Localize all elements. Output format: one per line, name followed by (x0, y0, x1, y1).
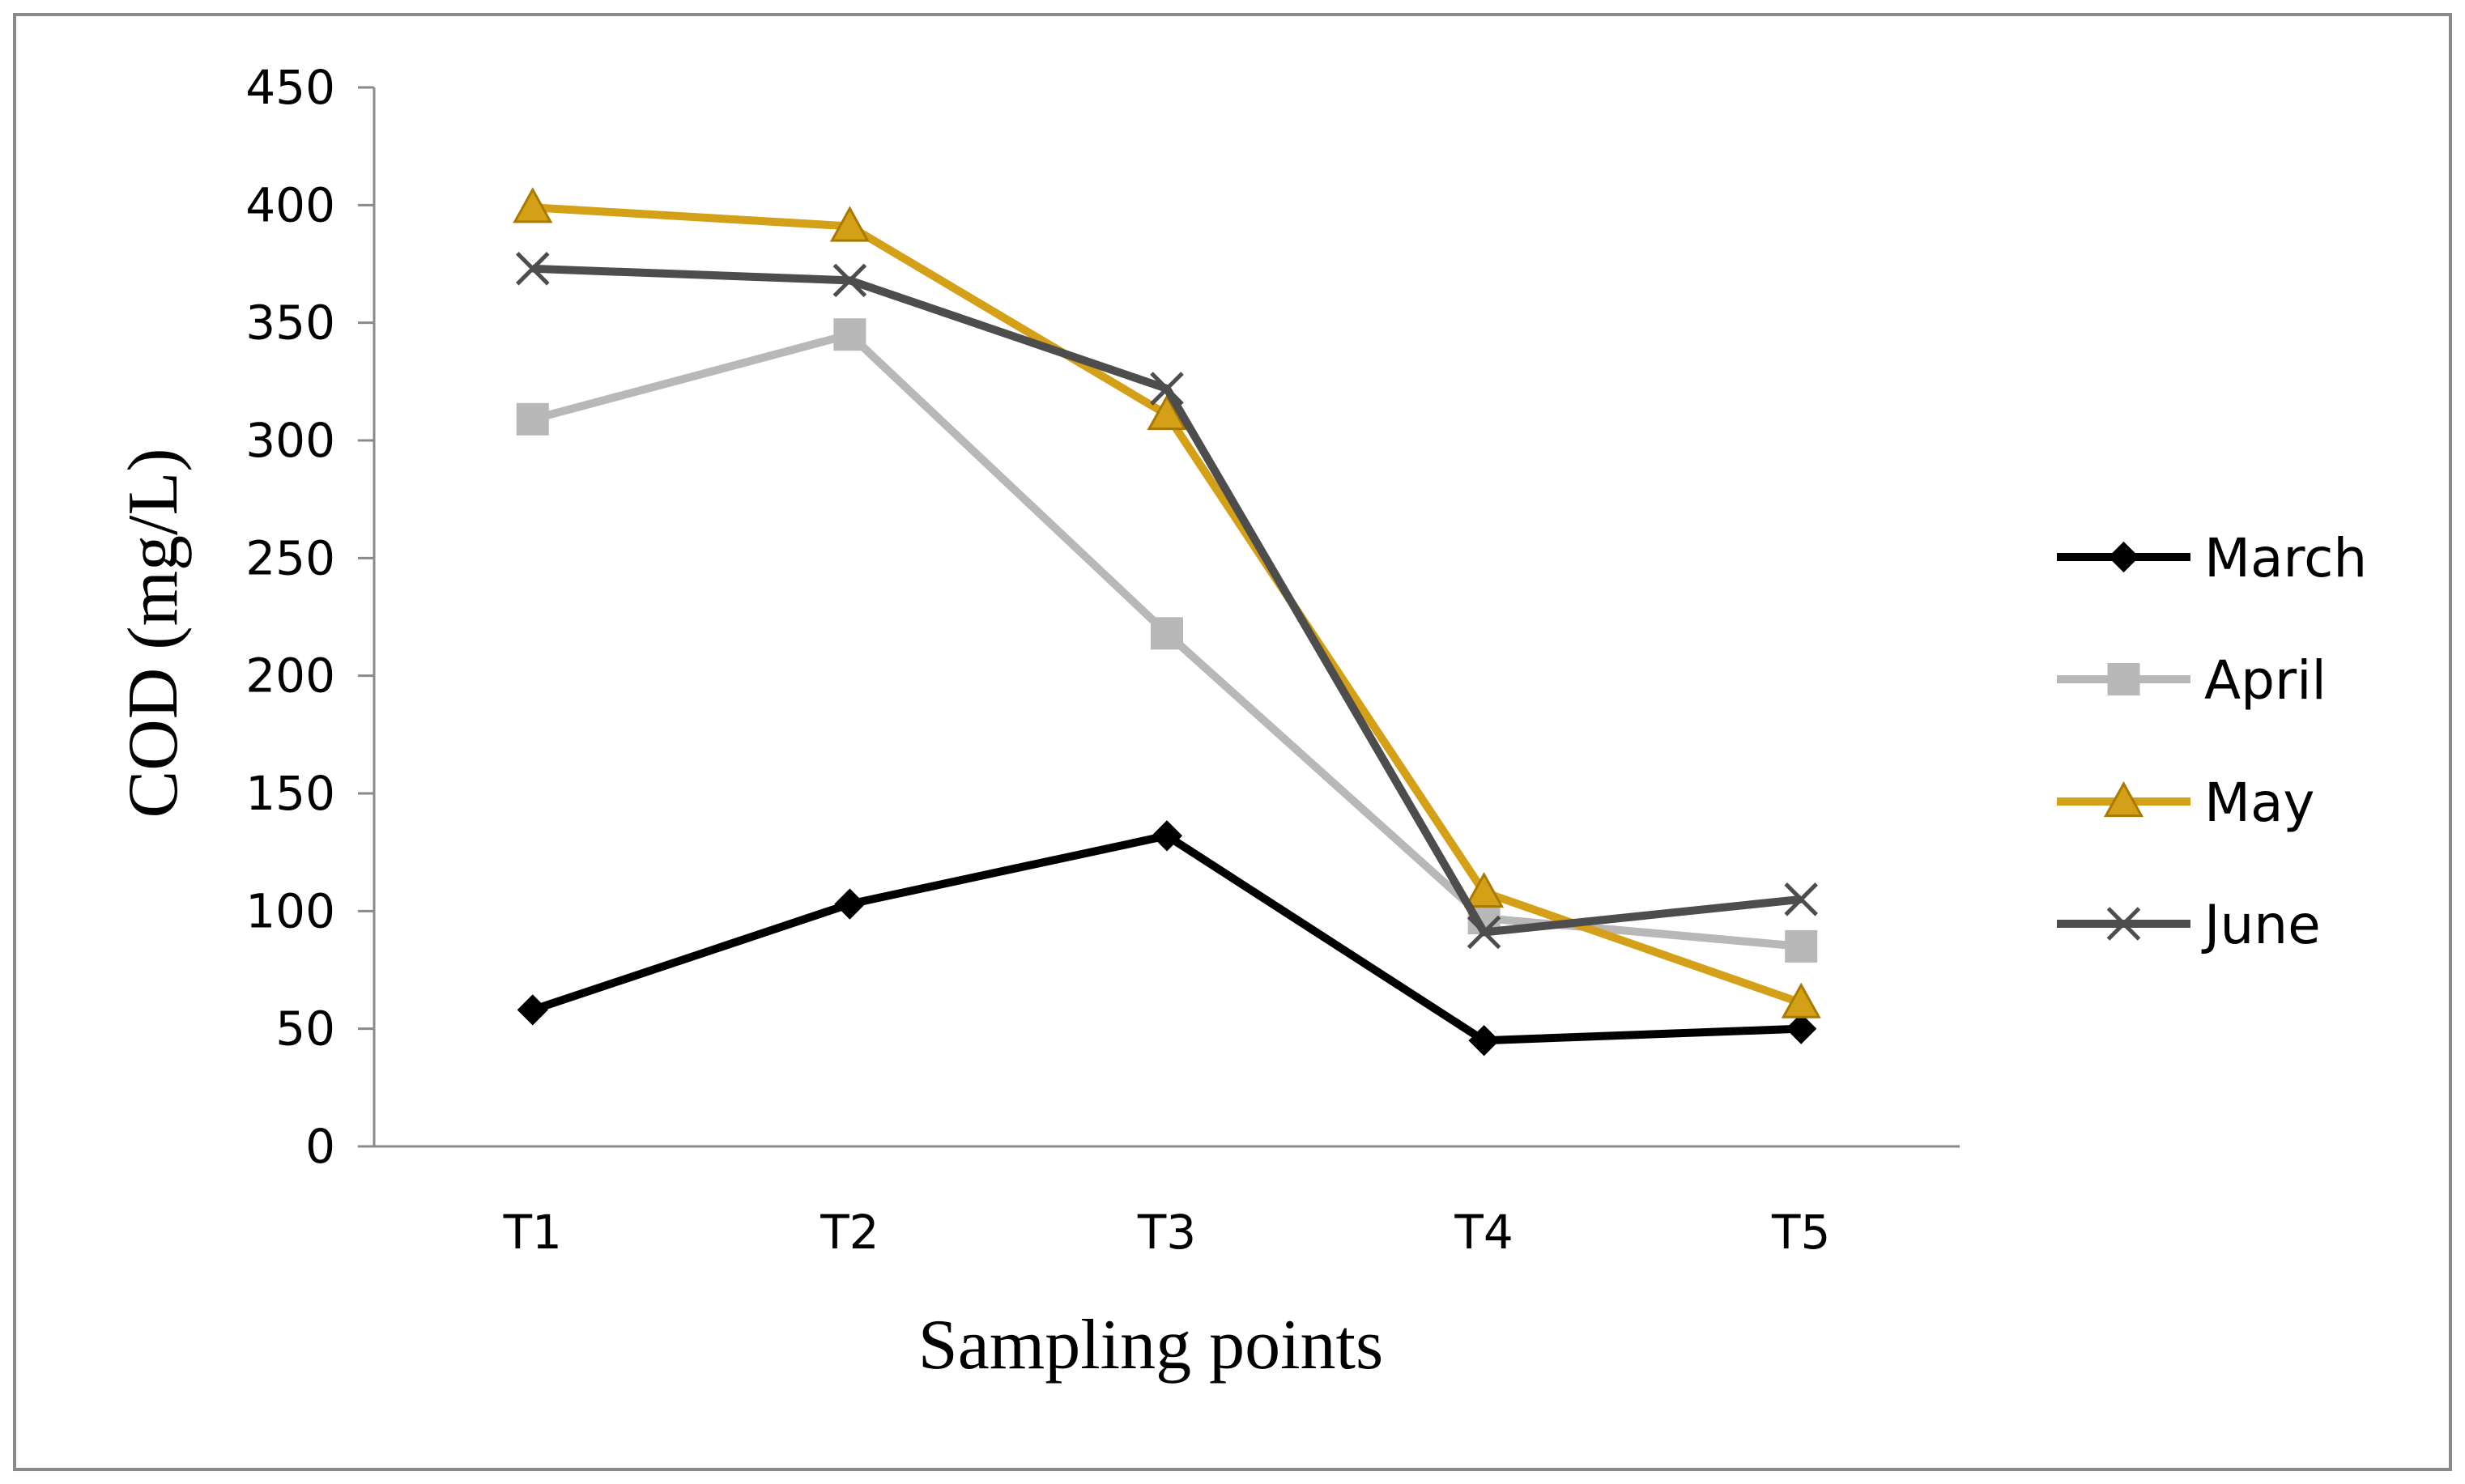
y-tick-label: 200 (245, 648, 335, 704)
data-point (513, 187, 553, 223)
legend-label: June (2201, 894, 2321, 956)
data-point (832, 263, 867, 298)
legend-item: June (2057, 894, 2321, 956)
series-may (513, 187, 1821, 1018)
y-tick-label: 50 (275, 1001, 335, 1057)
legend-marker (2107, 663, 2140, 695)
chart-border (13, 13, 2452, 1471)
y-tick-label: 250 (245, 530, 335, 585)
axes: 0 50 100 150 200 250 300 350 400 450 T1 T2 T3 T4 T5 (245, 60, 1960, 1260)
data-point (516, 252, 550, 286)
data-point (1151, 820, 1183, 852)
data-point (1784, 882, 1818, 916)
series-layer (513, 187, 1821, 1057)
x-tick-label: T1 (503, 1205, 562, 1260)
x-ticks: T1 T2 T3 T4 T5 (503, 1205, 1831, 1260)
x-tick-label: T4 (1454, 1205, 1513, 1260)
data-point (1468, 1025, 1500, 1057)
x-tick-label: T3 (1137, 1205, 1196, 1260)
x-tick-label: T2 (820, 1205, 879, 1260)
legend-label: April (2204, 649, 2327, 712)
series-june (516, 252, 1818, 950)
legend-marker (2108, 541, 2139, 573)
legend-marker (2103, 780, 2144, 818)
data-point (1786, 1013, 1817, 1044)
y-tick-label: 300 (245, 413, 335, 468)
y-tick-label: 0 (305, 1119, 335, 1174)
y-ticks: 0 50 100 150 200 250 300 350 400 450 (245, 60, 374, 1174)
legend-item: March (2057, 527, 2367, 589)
data-point (1150, 372, 1184, 406)
y-tick-label: 350 (245, 296, 335, 351)
legend-label: March (2204, 527, 2367, 589)
y-tick-label: 100 (245, 883, 335, 938)
data-point (1781, 982, 1821, 1018)
x-axis-title: Sampling points (918, 1306, 1384, 1384)
data-point (834, 888, 866, 920)
data-point (517, 994, 548, 1026)
legend-item: May (2057, 772, 2314, 834)
data-point (829, 206, 870, 242)
y-tick-label: 150 (245, 766, 335, 821)
data-point (1785, 929, 1818, 963)
y-tick-label: 400 (245, 177, 335, 232)
data-point (1464, 871, 1505, 908)
data-point (1151, 617, 1183, 650)
legend-item: April (2057, 649, 2327, 712)
data-point (1147, 393, 1187, 431)
legend-label: May (2204, 772, 2314, 834)
data-point (516, 402, 549, 436)
data-point (833, 318, 866, 351)
y-axis-title: COD (mg/L) (114, 448, 193, 818)
x-tick-label: T5 (1771, 1205, 1830, 1260)
data-point (1467, 915, 1501, 950)
legend-marker (2106, 907, 2141, 941)
y-tick-label: 450 (245, 60, 335, 115)
legend: March April May June (2057, 527, 2367, 956)
series-march (517, 820, 1817, 1057)
